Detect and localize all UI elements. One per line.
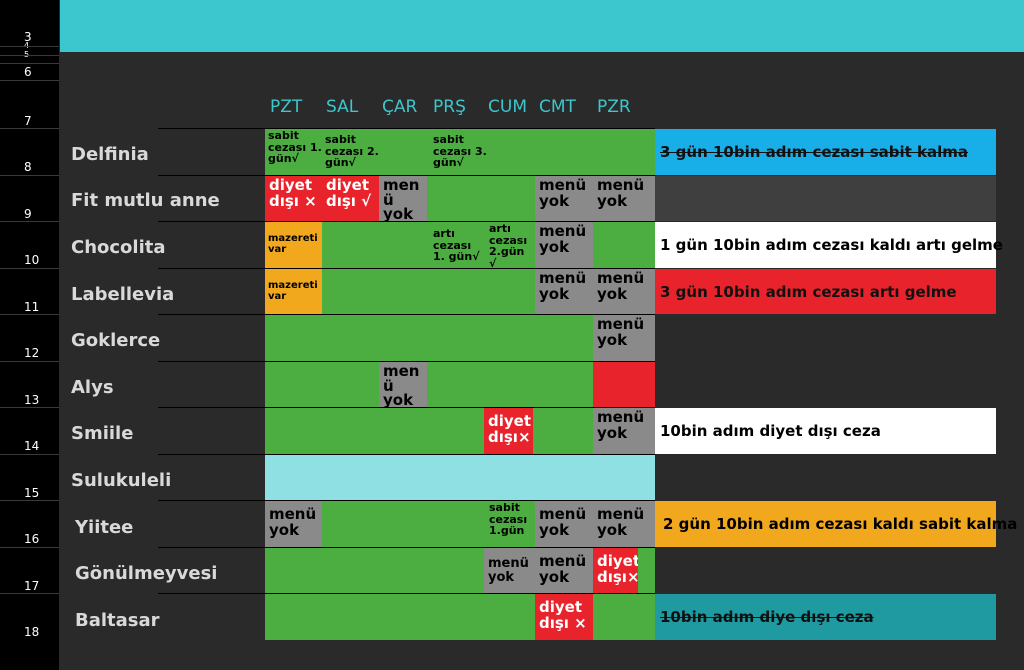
day-header-car: ÇAR — [382, 97, 418, 117]
row-number[interactable]: 10 — [24, 253, 40, 267]
gutter-gridline — [0, 593, 59, 594]
member-name: Gönülmeyvesi — [75, 563, 218, 584]
row-separator — [158, 547, 655, 548]
cell-fit-cmt[interactable]: menü yok — [535, 176, 593, 221]
gutter-gridline — [0, 80, 59, 81]
cell-yiitee-cum[interactable]: sabit cezası 1.gün — [489, 501, 528, 538]
day-header-pzt: PZT — [270, 97, 303, 117]
row-separator — [158, 128, 655, 129]
day-header-cmt: CMT — [539, 97, 576, 117]
row-number[interactable]: 8 — [24, 160, 32, 174]
member-name: Goklerce — [71, 330, 161, 351]
row-separator — [158, 454, 655, 455]
cell-chocolita-cum[interactable]: artı cezası 2.gün √ — [489, 222, 528, 268]
row-number[interactable]: 14 — [24, 439, 40, 453]
row-number[interactable]: 13 — [24, 393, 40, 407]
cell-gonulmeyvesi-cmt[interactable]: menü yok — [535, 548, 593, 593]
cell-chocolita-pzt[interactable]: mazereti var — [265, 222, 322, 268]
note-smiile[interactable]: 10bin adım diyet dışı ceza — [655, 408, 996, 454]
note-chocolita[interactable]: 1 gün 10bin adım cezası kaldı artı gelme — [655, 222, 1003, 268]
gutter-gridline — [0, 175, 59, 176]
cell-smiile-cum[interactable]: diyet dışı× — [484, 408, 533, 454]
row-number[interactable]: 7 — [24, 114, 32, 128]
row-number[interactable]: 9 — [24, 207, 32, 221]
cell-baltasar-cmt[interactable]: diyet dışı × — [535, 594, 593, 640]
row-number-gutter — [0, 0, 59, 670]
cell-labellevia-pzr[interactable]: menü yok — [593, 269, 655, 314]
row-number[interactable]: 17 — [24, 579, 40, 593]
note-fit-mutlu-anne[interactable] — [655, 176, 996, 221]
note-delfinia[interactable]: 3 gün 10bin adım cezası sabit kalma — [655, 129, 996, 175]
cell-delfinia-pzt[interactable]: sabit cezası 1. gün√ — [268, 129, 322, 166]
note-labellevia[interactable]: 3 gün 10bin adım cezası artı gelme — [655, 269, 996, 314]
day-header-prs: PRŞ — [433, 97, 466, 117]
note-yiitee[interactable]: 2 gün 10bin adım cezası kaldı sabit kalm… — [655, 501, 1017, 547]
member-name: Fit mutlu anne — [71, 190, 220, 211]
cell-smiile-pzr[interactable]: menü yok — [593, 408, 655, 454]
gutter-gridline — [0, 454, 59, 455]
gutter-gridline — [0, 547, 59, 548]
gutter-gridline — [0, 55, 59, 56]
cell-labellevia-pzt[interactable]: mazereti var — [265, 269, 322, 314]
member-name: Yiitee — [75, 517, 134, 538]
gutter-gridline — [0, 128, 59, 129]
gutter-gridline — [0, 268, 59, 269]
row-number[interactable]: 16 — [24, 532, 40, 546]
row-number[interactable]: 18 — [24, 625, 40, 639]
row-number[interactable]: 6 — [24, 65, 32, 79]
cell-gonulmeyvesi-pzr[interactable]: diyet dışı× — [593, 548, 638, 593]
member-name: Smiile — [71, 423, 134, 444]
cell-chocolita-cmt[interactable]: menü yok — [535, 222, 593, 268]
row-number[interactable]: 15 — [24, 486, 40, 500]
gutter-gridline — [0, 46, 59, 47]
member-name: Baltasar — [75, 610, 160, 631]
cell-labellevia-cmt[interactable]: menü yok — [535, 269, 593, 314]
sulukuleli-row-fill[interactable] — [265, 455, 655, 501]
row-separator — [158, 593, 655, 594]
cell-chocolita-prs[interactable]: artı cezası 1. gün√ — [433, 227, 480, 264]
day-header-cum: CUM — [488, 97, 527, 117]
cell-fit-car[interactable]: men ü yok — [379, 176, 427, 221]
cell-delfinia-prs[interactable]: sabit cezası 3. gün√ — [433, 133, 487, 170]
gutter-gridline — [0, 314, 59, 315]
gutter-gridline — [0, 500, 59, 501]
cell-fit-pzr[interactable]: menü yok — [593, 176, 655, 221]
cell-gonulmeyvesi-cum[interactable]: menü yok — [484, 548, 535, 593]
member-name: Alys — [71, 377, 114, 398]
gutter-gridline — [0, 407, 59, 408]
row-number[interactable]: 5 — [0, 50, 59, 59]
top-banner — [60, 0, 1024, 52]
row-number[interactable]: 11 — [24, 300, 40, 314]
cell-alys-car[interactable]: men ü yok — [379, 362, 427, 407]
gutter-gridline — [0, 63, 59, 64]
cell-yiitee-pzr[interactable]: menü yok — [593, 501, 655, 547]
member-name: Delfinia — [71, 144, 149, 165]
cell-yiitee-cmt[interactable]: menü yok — [535, 501, 593, 547]
cell-fit-sal[interactable]: diyet dışı √ — [322, 176, 379, 221]
row-separator — [158, 314, 655, 315]
cell-goklerce-pzr[interactable]: menü yok — [593, 315, 655, 361]
day-header-sal: SAL — [326, 97, 359, 117]
row-separator — [158, 221, 655, 222]
member-name: Sulukuleli — [71, 470, 172, 491]
member-name: Chocolita — [71, 237, 166, 258]
cell-alys-pzr[interactable] — [593, 362, 655, 407]
row-number[interactable]: 12 — [24, 346, 40, 360]
gutter-gridline — [0, 221, 59, 222]
row-separator — [158, 268, 655, 269]
cell-fit-pzt[interactable]: diyet dışı × — [265, 176, 322, 221]
cell-yiitee-pzt[interactable]: menü yok — [265, 501, 322, 547]
day-header-pzr: PZR — [597, 97, 631, 117]
row-number[interactable]: 4 — [0, 41, 59, 50]
note-baltasar[interactable]: 10bin adım diye dışı ceza — [655, 594, 996, 640]
row-number[interactable]: 3 — [24, 30, 32, 44]
member-name: Labellevia — [71, 284, 175, 305]
row-separator — [158, 407, 655, 408]
gutter-gridline — [0, 361, 59, 362]
row-separator — [158, 361, 655, 362]
row-separator — [158, 500, 655, 501]
row-separator — [158, 175, 655, 176]
cell-delfinia-sal[interactable]: sabit cezası 2. gün√ — [325, 133, 379, 170]
